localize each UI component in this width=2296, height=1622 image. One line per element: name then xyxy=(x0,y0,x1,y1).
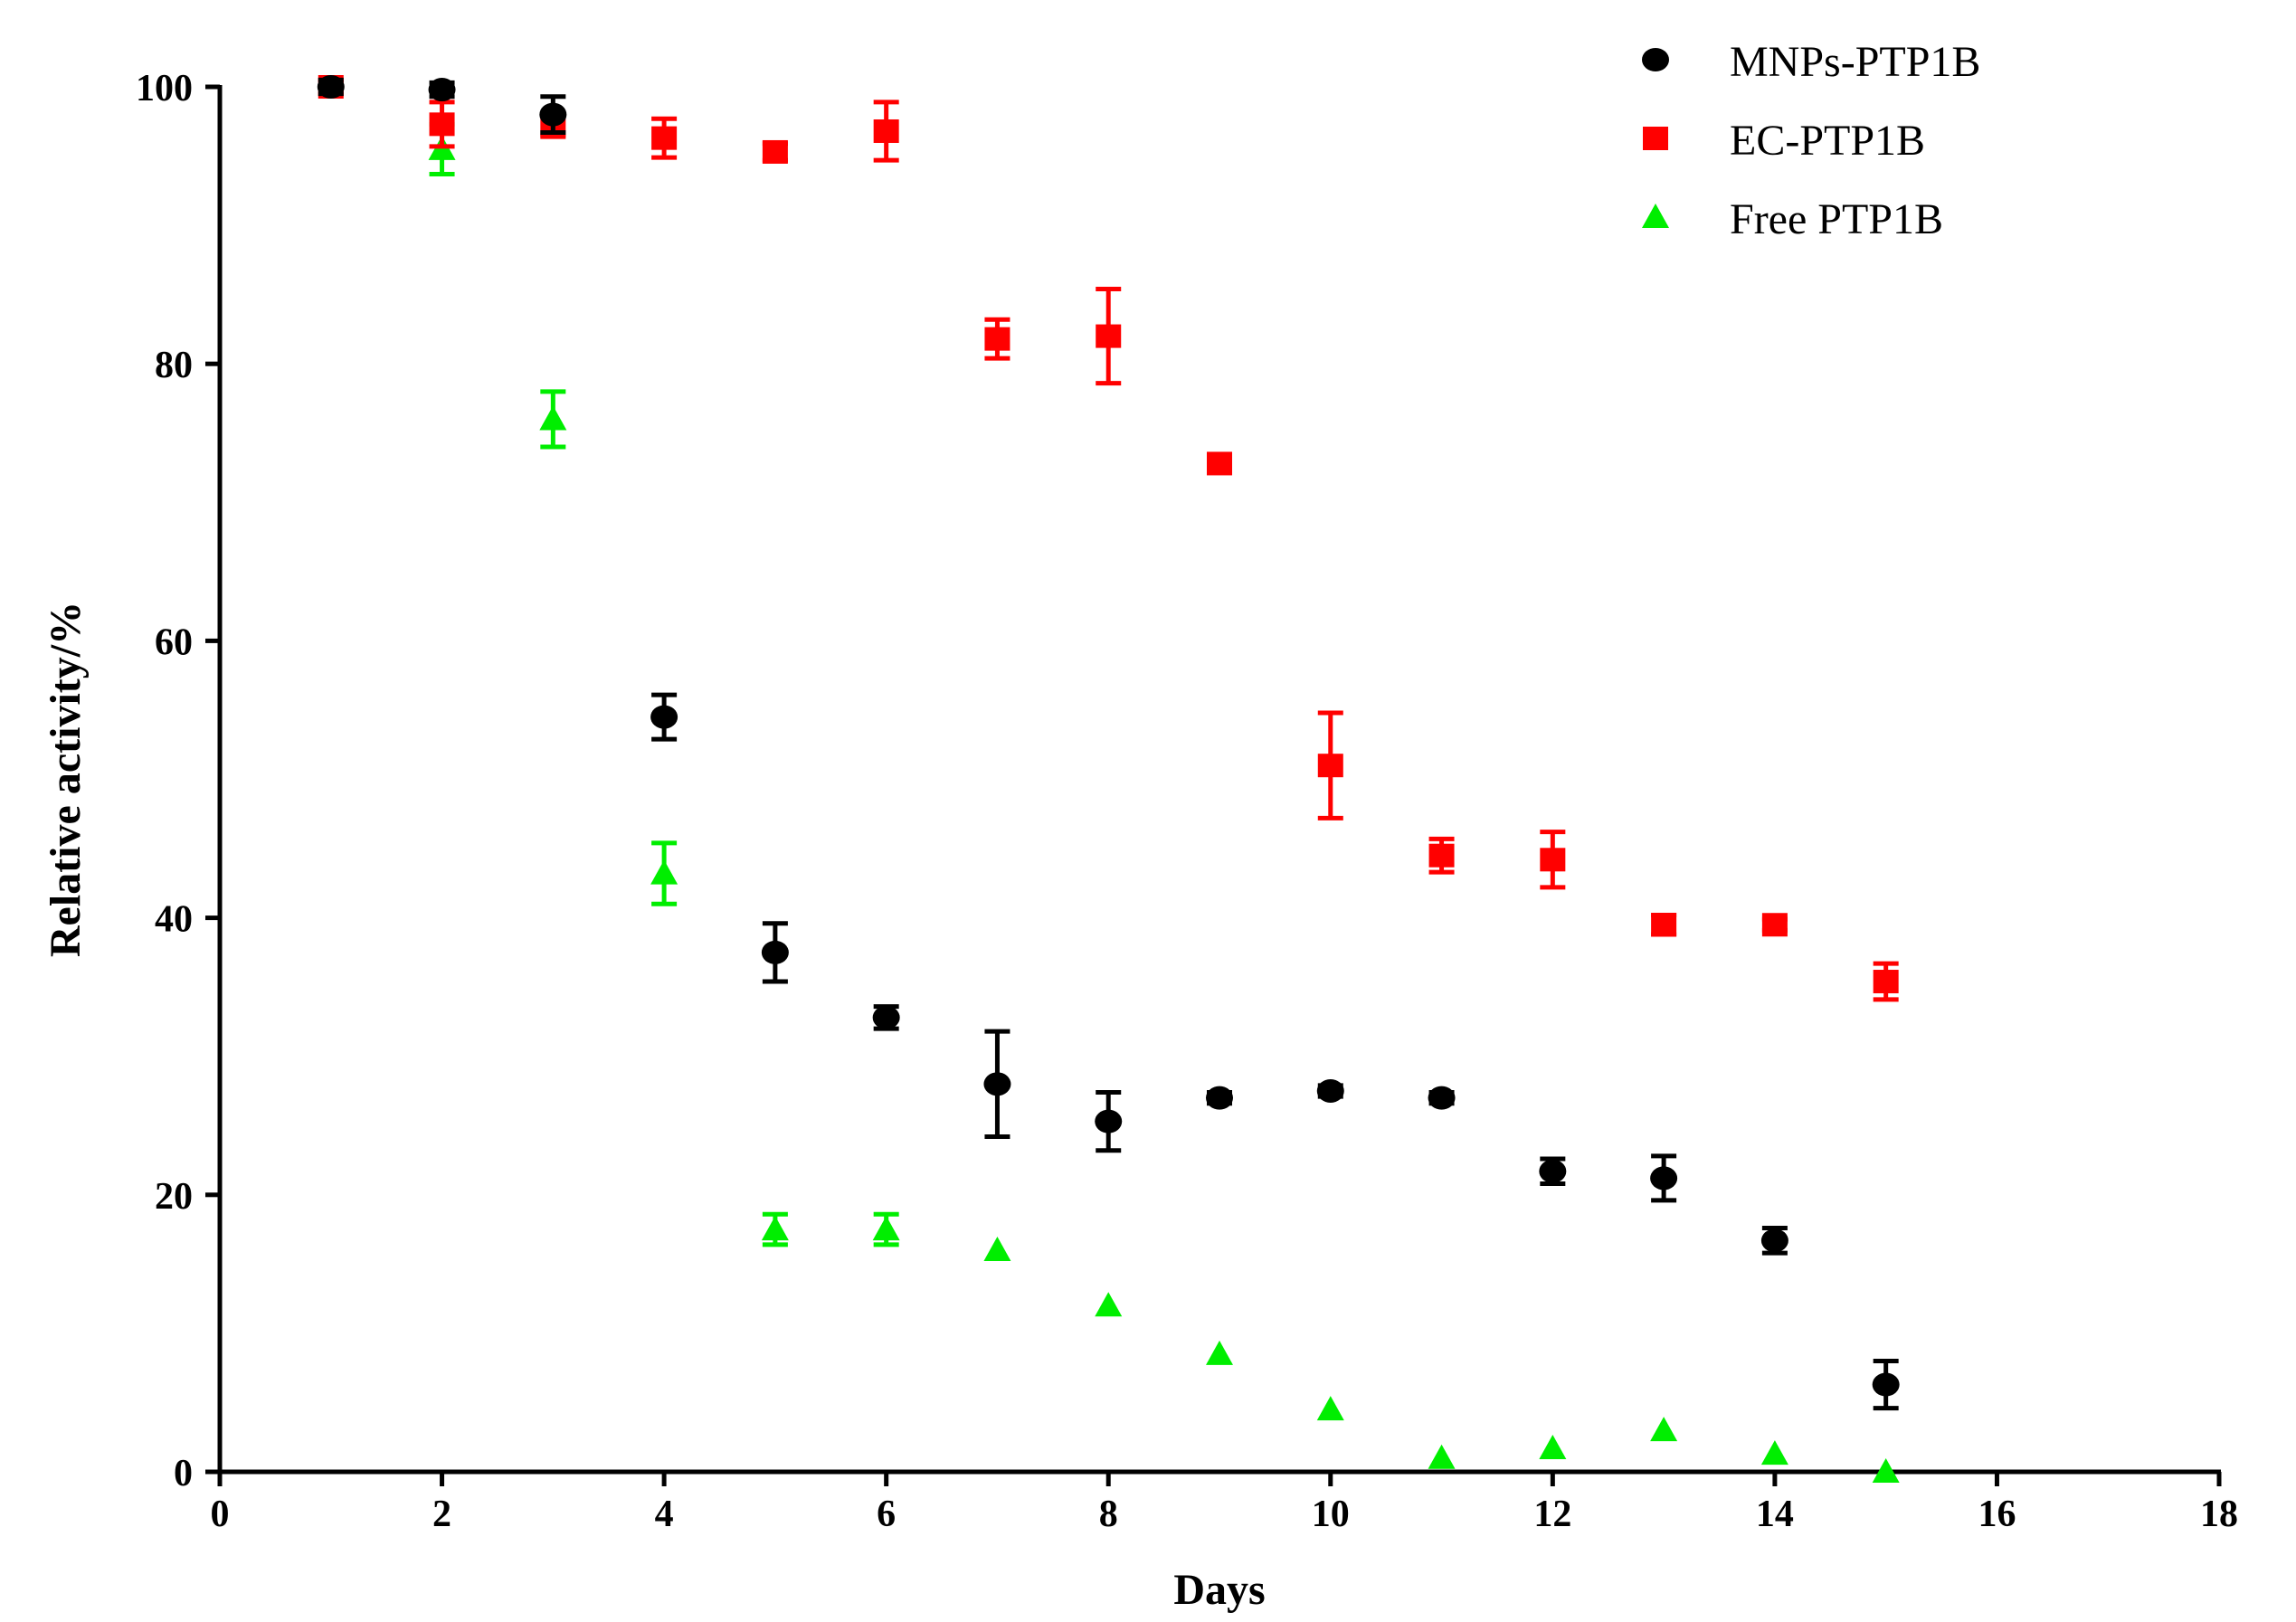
legend-marker xyxy=(1642,48,1669,71)
data-point xyxy=(650,859,678,885)
x-axis-title: Days xyxy=(1173,1566,1265,1614)
data-point xyxy=(872,1005,900,1029)
x-tick-label: 4 xyxy=(655,1494,674,1535)
legend-item: Free PTP1B xyxy=(1642,195,1943,243)
data-point xyxy=(1872,1458,1900,1483)
data-point xyxy=(1540,848,1566,872)
y-axis-title: Relative activity/% xyxy=(42,602,90,957)
data-point xyxy=(1760,1228,1788,1253)
data-point xyxy=(983,1072,1011,1096)
y-tick-label: 40 xyxy=(155,899,193,941)
data-point xyxy=(1761,913,1788,937)
data-point xyxy=(1539,1159,1567,1183)
data-point xyxy=(1760,1440,1788,1465)
x-tick-label: 18 xyxy=(2200,1494,2238,1535)
x-tick-label: 10 xyxy=(1312,1494,1350,1535)
data-point xyxy=(1539,1434,1567,1459)
data-point xyxy=(872,1216,900,1241)
x-tick-label: 0 xyxy=(211,1494,230,1535)
data-point xyxy=(539,405,567,431)
y-tick-label: 80 xyxy=(155,345,193,386)
data-point xyxy=(1316,1078,1344,1103)
data-point xyxy=(428,78,456,102)
data-point xyxy=(984,327,1010,351)
data-point xyxy=(1650,1417,1678,1442)
y-tick-label: 20 xyxy=(155,1176,193,1218)
legend-marker xyxy=(1643,127,1668,150)
y-tick-label: 0 xyxy=(174,1453,193,1494)
data-point xyxy=(1207,451,1232,476)
data-point xyxy=(762,139,788,164)
data-point xyxy=(1095,1292,1123,1317)
data-point xyxy=(983,1237,1011,1262)
data-point xyxy=(1428,843,1455,868)
data-point xyxy=(1095,1109,1123,1134)
data-point xyxy=(1428,1444,1456,1469)
legend-item: EC-PTP1B xyxy=(1643,117,1925,165)
data-point xyxy=(651,126,678,150)
x-tick-label: 12 xyxy=(1533,1494,1571,1535)
series-group xyxy=(317,75,1900,1483)
data-point xyxy=(650,705,678,729)
legend-label: EC-PTP1B xyxy=(1730,117,1925,165)
data-point xyxy=(1317,754,1343,778)
series-ec-ptp1b xyxy=(318,75,1899,1002)
x-tick-label: 14 xyxy=(1756,1494,1794,1535)
legend-label: MNPs-PTP1B xyxy=(1730,38,1980,86)
data-point xyxy=(1428,1086,1456,1110)
data-point xyxy=(1096,324,1122,348)
x-tick-label: 6 xyxy=(877,1494,896,1535)
legend-item: MNPs-PTP1B xyxy=(1642,38,1980,86)
data-point xyxy=(1316,1396,1344,1421)
legend-marker xyxy=(1642,204,1669,228)
y-tick-label: 60 xyxy=(155,621,193,663)
x-tick-label: 8 xyxy=(1099,1494,1118,1535)
series-mnps-ptp1b xyxy=(317,75,1900,1411)
legend: MNPs-PTP1B EC-PTP1B Free PTP1B xyxy=(1642,38,1980,243)
data-point xyxy=(429,112,455,137)
y-tick-label: 100 xyxy=(136,68,193,109)
data-point xyxy=(539,102,567,127)
data-point xyxy=(1651,913,1677,937)
data-point xyxy=(873,119,899,143)
x-tick-label: 2 xyxy=(432,1494,451,1535)
legend-label: Free PTP1B xyxy=(1730,195,1943,243)
axes-group: 0 2 4 6 8 10 12 14 16 18 0 20 40 60 80 100 xyxy=(136,68,2238,1535)
data-point xyxy=(761,940,789,964)
data-point xyxy=(1650,1166,1678,1190)
series-free-ptp1b xyxy=(428,121,1900,1483)
data-point xyxy=(1206,1086,1233,1110)
data-point xyxy=(317,75,345,99)
data-point xyxy=(1872,1372,1900,1397)
data-point xyxy=(1873,970,1899,994)
data-point xyxy=(761,1216,789,1241)
data-point xyxy=(1206,1340,1233,1365)
x-tick-label: 16 xyxy=(1978,1494,2016,1535)
